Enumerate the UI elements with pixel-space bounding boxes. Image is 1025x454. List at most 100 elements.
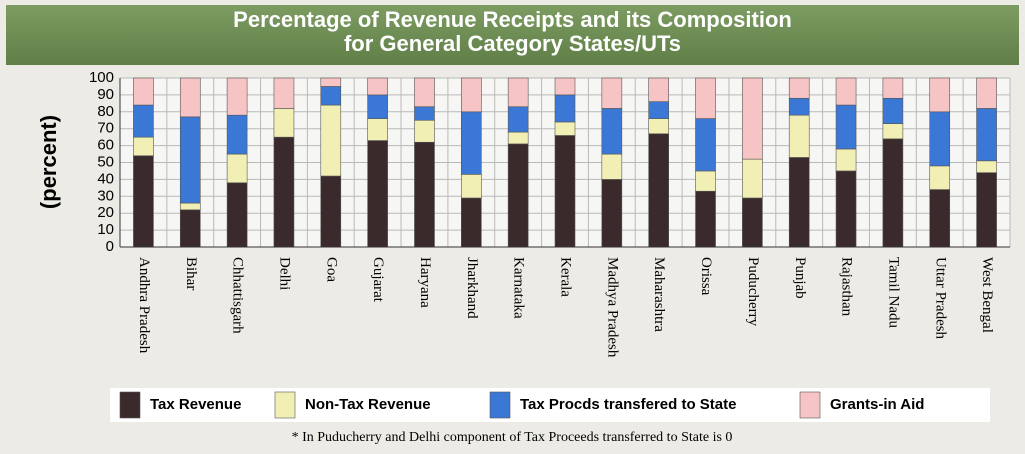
bar-segment <box>414 107 434 121</box>
bar-segment <box>321 78 341 86</box>
legend-swatch <box>120 392 140 418</box>
bar-segment <box>649 134 669 247</box>
bar-segment <box>227 115 247 154</box>
x-tick-label: Delhi <box>277 257 293 290</box>
bar-segment <box>461 112 481 175</box>
x-tick-label: Uttar Pradesh <box>932 257 948 340</box>
page: Percentage of Revenue Receipts and its C… <box>0 0 1025 454</box>
bar-segment <box>649 119 669 134</box>
legend-label: Non-Tax Revenue <box>305 396 431 413</box>
x-tick-label: Chhattisgarh <box>230 257 246 334</box>
bar-segment <box>977 108 997 160</box>
x-tick-label: Tamil Nadu <box>885 257 901 329</box>
bar-segment <box>133 105 153 137</box>
y-tick-label: 80 <box>97 103 114 120</box>
bar-segment <box>180 117 200 203</box>
x-tick-label: Andhra Pradesh <box>136 257 152 354</box>
y-tick-label: 90 <box>97 86 114 103</box>
bar-segment <box>508 107 528 132</box>
bar-segment <box>789 157 809 247</box>
bar-segment <box>930 78 950 112</box>
bar-segment <box>508 78 528 107</box>
y-tick-label: 0 <box>106 238 114 255</box>
legend-swatch <box>800 392 820 418</box>
y-tick-label: 50 <box>97 153 114 170</box>
x-tick-label: Haryana <box>417 257 433 308</box>
x-tick-label: Madhya Pradesh <box>604 257 620 358</box>
bar-segment <box>742 159 762 198</box>
bar-segment <box>368 78 388 95</box>
bar-segment <box>555 122 575 136</box>
bar-segment <box>883 78 903 98</box>
x-tick-label: Maharashtra <box>651 257 667 332</box>
bar-segment <box>649 78 669 102</box>
bar-segment <box>133 137 153 156</box>
bar-segment <box>321 86 341 105</box>
bar-segment <box>274 78 294 108</box>
bar-segment <box>836 149 856 171</box>
bar-segment <box>180 203 200 210</box>
y-tick-label: 30 <box>97 187 114 204</box>
bar-segment <box>836 78 856 105</box>
bar-segment <box>508 132 528 144</box>
x-tick-label: Punjab <box>792 257 808 299</box>
legend-label: Tax Revenue <box>150 396 241 413</box>
x-tick-label: Kerala <box>558 257 574 297</box>
bar-segment <box>930 190 950 247</box>
x-tick-label: Karnataka <box>511 257 527 319</box>
bar-segment <box>274 137 294 247</box>
y-tick-label: 20 <box>97 204 114 221</box>
bar-segment <box>461 198 481 247</box>
x-tick-label: Gujarat <box>370 257 386 303</box>
bar-segment <box>555 78 575 95</box>
x-tick-label: Bihar <box>183 257 199 290</box>
bar-segment <box>414 120 434 142</box>
bar-segment <box>368 119 388 141</box>
legend-label: Tax Procds transfered to State <box>520 396 736 413</box>
bar-segment <box>977 161 997 173</box>
bar-segment <box>930 112 950 166</box>
legend-swatch <box>275 392 295 418</box>
bar-segment <box>836 171 856 247</box>
bar-segment <box>602 108 622 154</box>
y-axis-label: (percent) <box>36 115 61 209</box>
bar-segment <box>696 191 716 247</box>
bar-segment <box>133 78 153 105</box>
y-tick-label: 10 <box>97 221 114 238</box>
bar-segment <box>414 78 434 107</box>
bar-segment <box>883 98 903 123</box>
x-tick-label: West Bengal <box>979 257 995 333</box>
bar-segment <box>696 78 716 119</box>
bar-segment <box>368 141 388 247</box>
bar-segment <box>368 95 388 119</box>
bar-segment <box>274 108 294 137</box>
y-tick-label: 70 <box>97 120 114 137</box>
bar-segment <box>461 78 481 112</box>
bar-segment <box>180 210 200 247</box>
bar-segment <box>789 115 809 157</box>
bar-segment <box>414 142 434 247</box>
bar-segment <box>180 78 200 117</box>
bar-segment <box>133 156 153 247</box>
x-tick-label: Jharkhand <box>464 257 480 319</box>
bar-segment <box>883 124 903 139</box>
bar-segment <box>227 154 247 183</box>
bar-segment <box>742 78 762 159</box>
y-tick-label: 60 <box>97 137 114 154</box>
y-tick-label: 40 <box>97 170 114 187</box>
bar-segment <box>508 144 528 247</box>
bar-segment <box>555 135 575 247</box>
bar-segment <box>555 95 575 122</box>
bar-segment <box>602 154 622 179</box>
bar-segment <box>461 174 481 198</box>
bar-segment <box>836 105 856 149</box>
bar-segment <box>696 119 716 171</box>
chart: (percent) * In Puducherry and Delhi comp… <box>0 0 1025 454</box>
bar-segment <box>930 166 950 190</box>
bar-segment <box>977 173 997 247</box>
footnote: * In Puducherry and Delhi component of T… <box>292 430 733 445</box>
bar-segment <box>977 78 997 108</box>
bar-segment <box>227 78 247 115</box>
legend-label: Grants-in Aid <box>830 396 924 413</box>
bar-segment <box>789 98 809 115</box>
